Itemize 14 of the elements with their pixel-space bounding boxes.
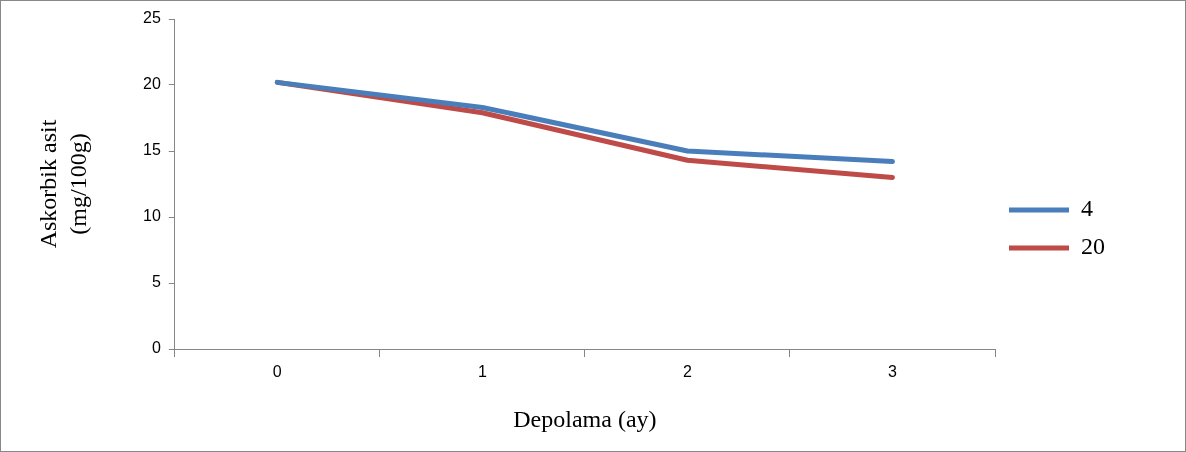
- y-axis-title: Askorbik asit (mg/100g): [35, 119, 92, 249]
- legend-label: 4: [1081, 195, 1093, 222]
- y-tick-label: 20: [143, 75, 161, 93]
- y-tick-label: 25: [143, 9, 161, 27]
- legend-label: 20: [1081, 233, 1105, 260]
- x-tick-label: 0: [272, 363, 282, 381]
- y-tick-label: 10: [143, 207, 161, 225]
- y-tick-label: 15: [143, 141, 161, 159]
- x-tick-label: 3: [888, 363, 898, 381]
- y-tick-label: 0: [151, 339, 161, 357]
- y-tick-label: 5: [151, 273, 161, 291]
- x-tick-label: 1: [477, 363, 487, 381]
- x-axis-title: Depolama (ay): [513, 405, 657, 432]
- x-tick-label: 2: [682, 363, 692, 381]
